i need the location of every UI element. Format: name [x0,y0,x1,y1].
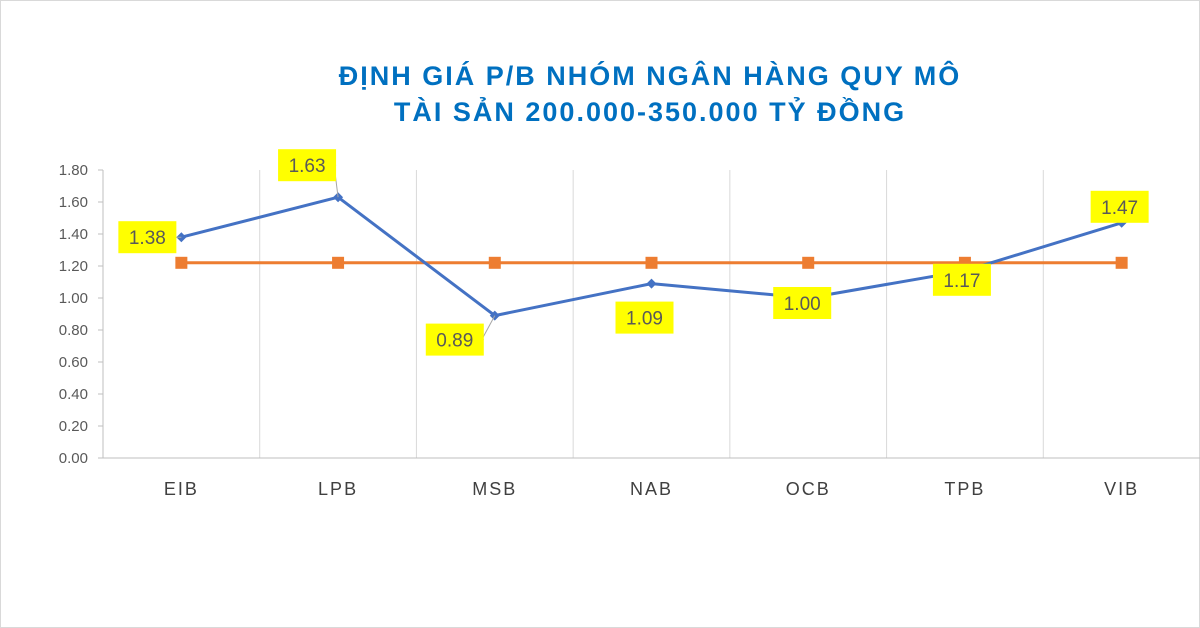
x-tick-label: NAB [630,479,673,499]
data-label-box [278,149,337,182]
data-label-box [425,323,484,356]
data-point-marker [646,278,657,289]
data-label: 1.09 [626,309,663,330]
x-tick-label: LPB [318,479,358,499]
series-line [180,195,1123,318]
data-label: 1.63 [289,156,326,177]
data-point-marker [332,256,345,269]
x-tick-label: EIB [164,479,199,499]
data-label: 1.47 [1101,198,1138,219]
x-tick-label: OCB [786,479,831,499]
data-label-box [932,263,991,296]
data-point-marker [175,256,188,269]
y-tick-label: 0.00 [59,450,88,467]
chart-title-line-2: TÀI SẢN 200.000-350.000 TỶ ĐỒNG [393,97,907,127]
x-tick-label: TPB [944,479,985,499]
x-tick-label: VIB [1104,479,1139,499]
data-point-marker [1115,256,1128,269]
data-label: 0.89 [436,331,473,352]
chart-title-line-1: ĐỊNH GIÁ P/B NHÓM NGÂN HÀNG QUY MÔ [338,61,962,91]
data-label: 1.38 [129,228,166,249]
y-tick-label: 1.20 [59,258,88,275]
data-label-box [773,287,832,319]
y-tick-label: 1.60 [59,194,88,211]
x-tick-label: MSB [472,479,517,499]
data-label-box [118,221,177,254]
data-point-marker [645,256,658,269]
data-label: 1.00 [784,294,821,315]
y-tick-label: 1.80 [59,162,88,179]
y-tick-label: 0.40 [59,386,88,403]
y-tick-label: 1.40 [59,226,88,243]
data-label: 1.17 [943,271,980,292]
y-tick-label: 0.20 [59,418,88,435]
data-point-marker [802,256,815,269]
data-label-box [615,301,674,334]
chart-title: ĐỊNH GIÁ P/B NHÓM NGÂN HÀNG QUY MÔ TÀI S… [0,58,1200,130]
y-tick-label: 0.60 [59,354,88,371]
data-label-box [1090,190,1149,223]
y-tick-label: 1.00 [59,290,88,307]
y-tick-label: 0.80 [59,322,88,339]
data-point-marker [488,256,501,269]
